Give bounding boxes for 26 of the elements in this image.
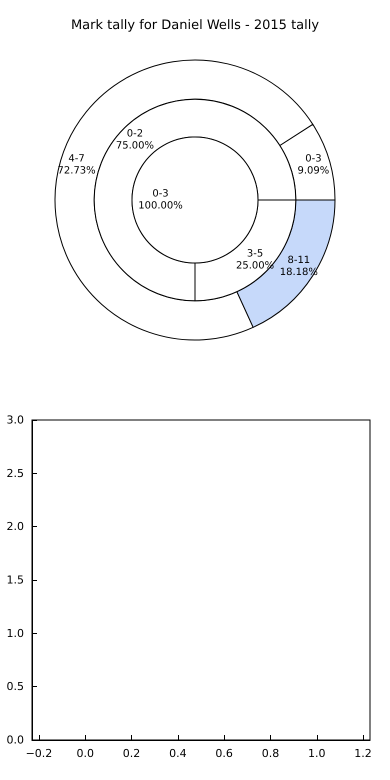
x-tick-label: 0.6 xyxy=(215,747,233,760)
y-tick-label: 1.5 xyxy=(6,574,24,586)
slice-label: 0-3 xyxy=(152,188,169,200)
slice-label: 3-5 xyxy=(246,248,264,260)
x-tick-label: 0.2 xyxy=(122,747,140,760)
y-tick-label: 2.5 xyxy=(6,466,24,480)
data-label: 72.73% xyxy=(58,166,96,177)
slice-label: 0-3 xyxy=(305,154,322,165)
y-tick-label: 0.5 xyxy=(6,680,24,694)
data-label: 75.00% xyxy=(116,140,154,152)
data-label: 100.00% xyxy=(138,200,183,212)
chart-title: Mark tally for Daniel Wells - 2015 tally xyxy=(70,18,320,33)
y-tick-label: 3.0 xyxy=(6,414,24,426)
y-tick-label: 1.0 xyxy=(6,626,24,640)
data-label: 9.09% xyxy=(298,166,330,177)
slice-label: 8-11 xyxy=(287,255,310,266)
x-tick-label: 0.4 xyxy=(169,747,187,760)
slice-label: 0-2 xyxy=(126,128,144,140)
y-tick-label: 0.0 xyxy=(6,734,24,746)
x-tick-label: 1.0 xyxy=(308,747,326,760)
slice-label: 4-7 xyxy=(68,154,85,165)
x-tick-label: 1.2 xyxy=(354,747,372,760)
y-tick-label: 2.0 xyxy=(6,520,24,534)
x-tick-label: 0.8 xyxy=(262,747,280,760)
x-tick-label: −0.2 xyxy=(26,747,52,760)
x-tick-label: 0.0 xyxy=(76,747,94,760)
